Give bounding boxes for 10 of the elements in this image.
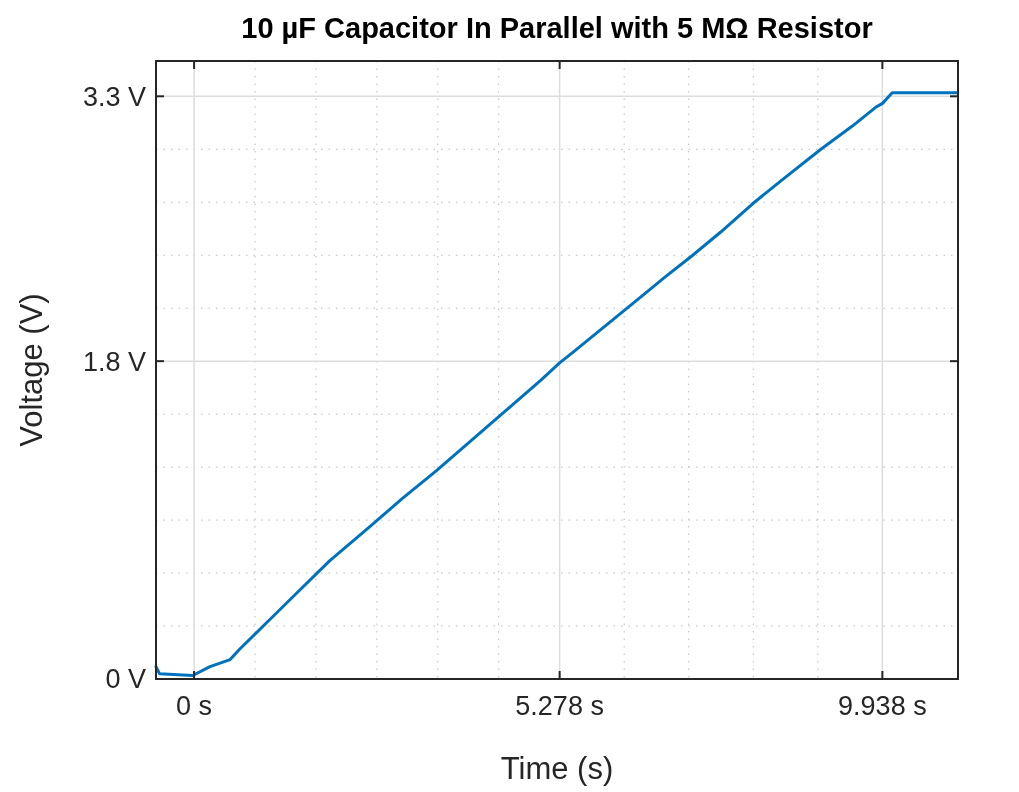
x-tick-label: 5.278 s	[515, 691, 604, 721]
x-axis-title: Time (s)	[500, 751, 614, 786]
x-tick-label: 9.938 s	[838, 691, 927, 721]
line-series	[154, 91, 959, 677]
y-axis-title: Voltage (V)	[14, 293, 49, 447]
y-tick-label: 1.8 V	[82, 346, 146, 377]
chart-title: 10 µF Capacitor In Parallel with 5 MΩ Resistor	[241, 12, 873, 44]
y-tick-label: 3.3 V	[82, 81, 146, 112]
x-tick-label: 0 s	[176, 691, 213, 721]
y-tick-label: 0 V	[105, 664, 146, 695]
